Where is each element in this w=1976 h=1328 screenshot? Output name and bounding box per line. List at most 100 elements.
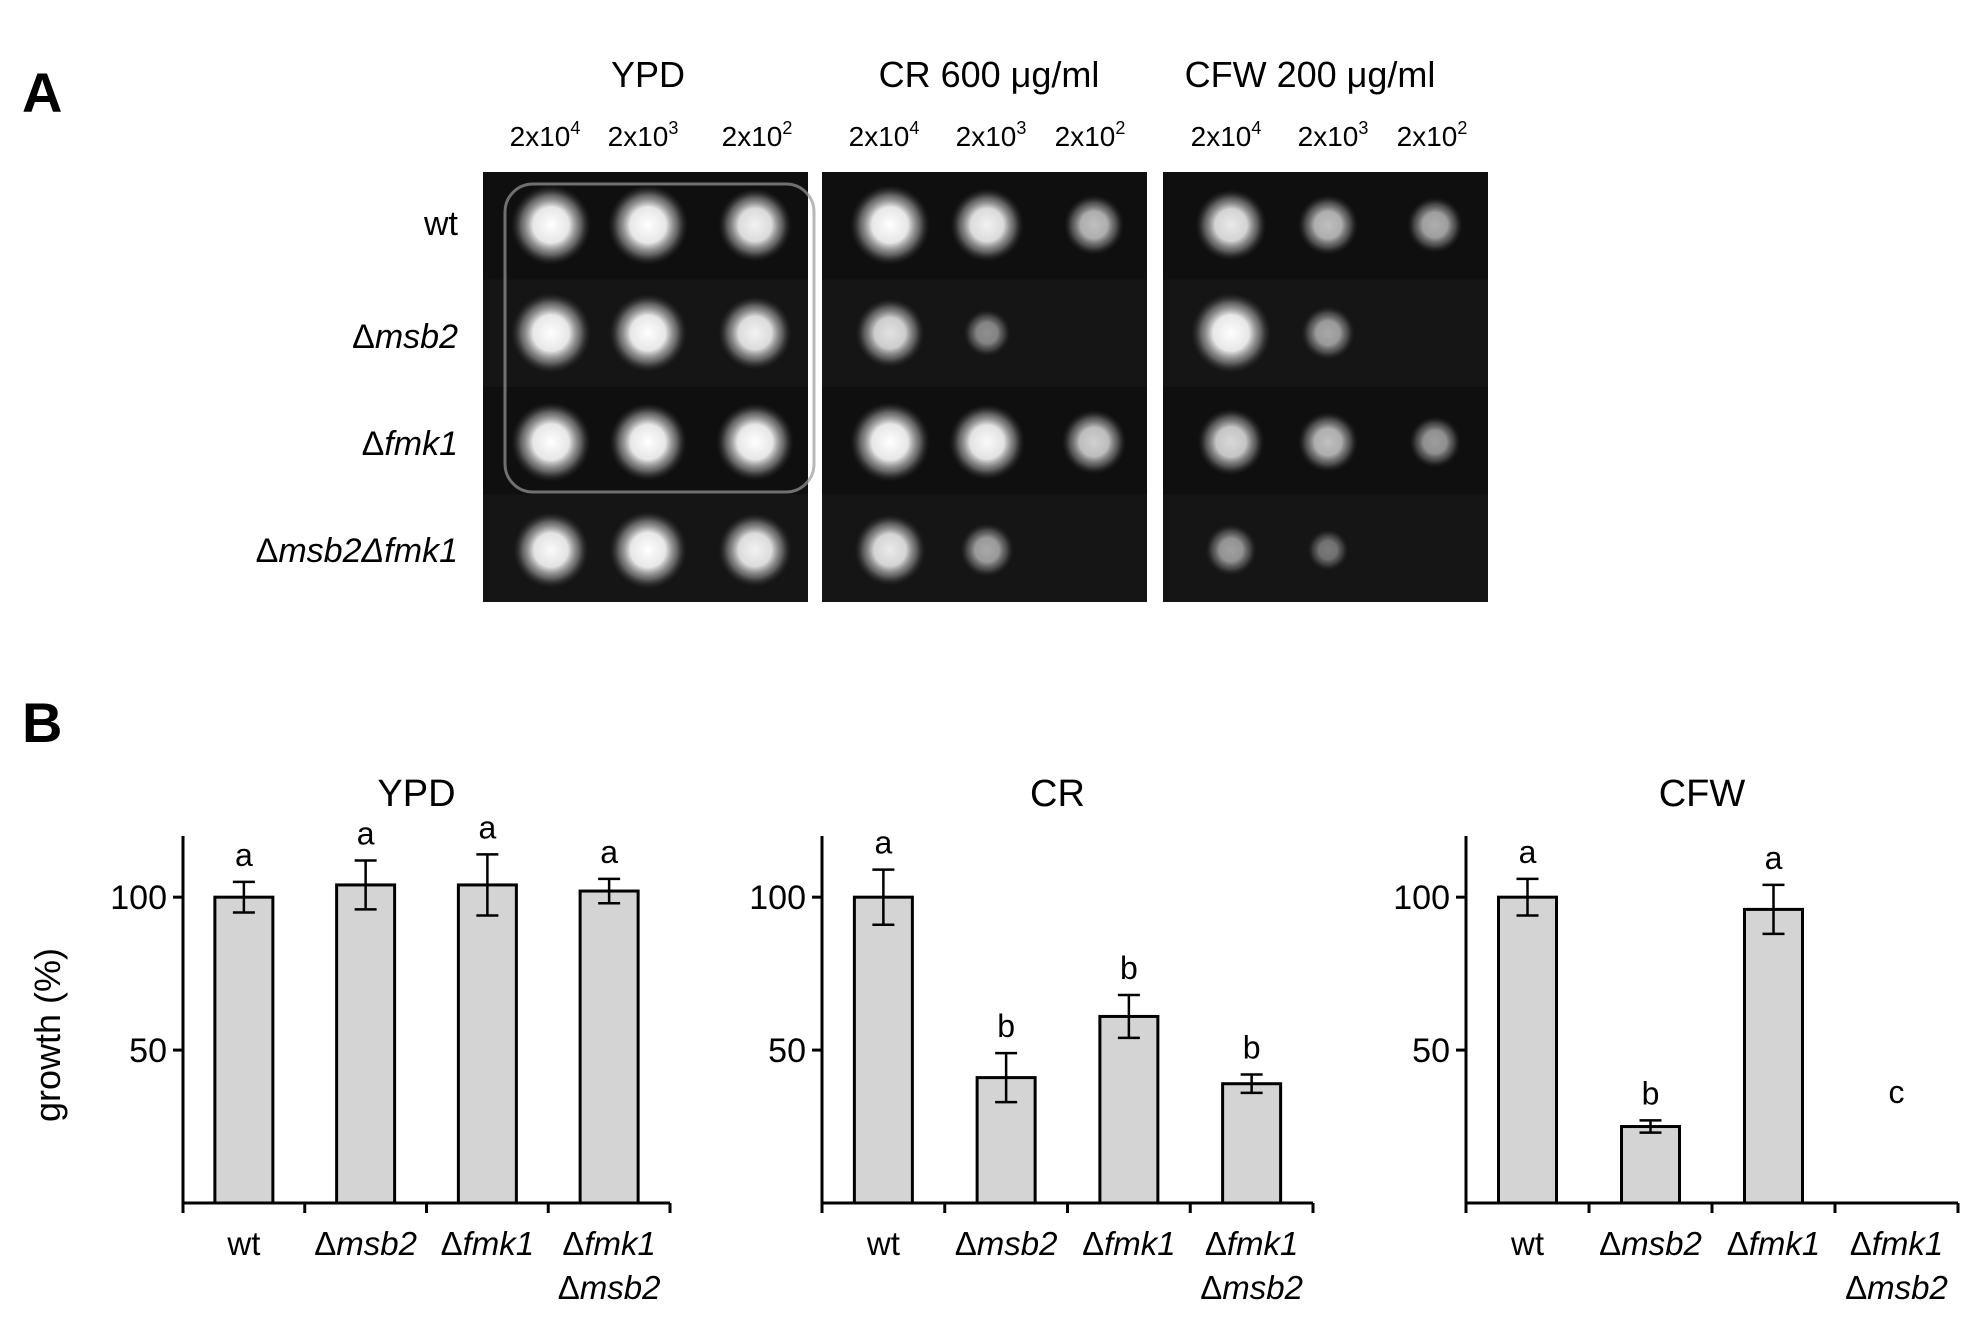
x-category-label: wt (226, 1225, 260, 1262)
x-category-label: Δmsb2 (314, 1225, 417, 1262)
dilution-label: 2x103 (608, 118, 679, 152)
bar (213, 895, 275, 1205)
colony-spot (854, 514, 926, 586)
dilution-label: 2x104 (1191, 118, 1262, 152)
condition-titles: YPD CR 600 μg/ml CFW 200 μg/ml (611, 54, 1435, 95)
bar (1620, 1125, 1681, 1205)
colony-spot (949, 404, 1025, 480)
y-tick-label: 50 (129, 1032, 167, 1070)
bar (578, 889, 640, 1205)
significance-letter: a (1519, 834, 1537, 870)
condition-title: CFW 200 μg/ml (1185, 54, 1436, 95)
colony-spot (1407, 197, 1463, 253)
dilution-label: 2x103 (1298, 118, 1369, 152)
significance-letter: b (1642, 1075, 1660, 1111)
y-tick-label: 100 (1393, 879, 1450, 917)
significance-letter: b (1243, 1030, 1261, 1066)
colony-spot (511, 402, 591, 482)
x-category-label: Δfmk1 (1727, 1225, 1821, 1262)
x-category-label: Δmsb2 (1599, 1225, 1702, 1262)
significance-letter: a (600, 834, 618, 870)
chart-cr: CR 50 100 a wt b Δmsb2 b Δfmk1 b Δfmk1 Δmsb2 (749, 773, 1315, 1306)
y-tick-label: 100 (110, 879, 167, 917)
colony-spot (963, 309, 1011, 357)
y-tick-label: 100 (749, 879, 806, 917)
bar (1497, 895, 1558, 1205)
colony-spot (609, 403, 687, 481)
strain-label: Δmsb2 (352, 318, 458, 356)
bar (456, 883, 518, 1205)
x-category-label: Δfmk1 Δmsb2 (558, 1225, 661, 1306)
colony-spot (511, 185, 591, 265)
x-category-label: wt (866, 1225, 900, 1262)
dilution-label: 2x102 (1397, 118, 1468, 152)
colony-spot (1061, 409, 1127, 475)
bar (852, 895, 914, 1205)
colony-spot (1195, 189, 1267, 261)
x-category-label: Δmsb2 (955, 1225, 1058, 1262)
panel-b: B growth (%) YPD 50 100 a wt a Δmsb2 a Δfmk1 a Δfm… (22, 691, 1960, 1306)
colony-spot (850, 402, 930, 482)
dilution-label: 2x104 (849, 118, 920, 152)
dilution-label: 2x103 (956, 118, 1027, 152)
colony-spot (609, 294, 687, 372)
dilution-label: 2x102 (1055, 118, 1126, 152)
x-category-label: Δfmk1 Δmsb2 (1200, 1225, 1303, 1306)
condition-title: YPD (611, 54, 685, 95)
x-category-label: wt (1510, 1225, 1544, 1262)
strain-label: Δmsb2Δfmk1 (256, 532, 458, 570)
significance-letter: a (478, 809, 496, 845)
x-category-label: Δfmk1 (1082, 1225, 1176, 1262)
dilution-label: 2x102 (722, 118, 793, 152)
x-category-label: Δfmk1 Δmsb2 (1845, 1225, 1948, 1306)
colony-spot (950, 188, 1024, 262)
chart-title: CFW (1659, 773, 1746, 815)
chart-ypd: YPD 50 100 a wt a Δmsb2 a Δfmk1 a Δfmk1 Δmsb2 (110, 773, 672, 1306)
colony-spot (608, 185, 688, 265)
x-category-label: Δfmk1 (441, 1225, 535, 1262)
colony-spot (718, 513, 792, 587)
colony-spot (1297, 411, 1359, 473)
colony-spot (511, 293, 591, 373)
colony-spot (1307, 529, 1349, 571)
colony-spot (718, 188, 792, 262)
colony-spot (1191, 293, 1271, 373)
plate-3 (1163, 172, 1488, 602)
significance-letter: b (997, 1008, 1015, 1044)
y-axis-label: growth (%) (27, 948, 68, 1122)
panel-b-label: B (22, 691, 62, 754)
colony-spot (1297, 194, 1359, 256)
plate-images (483, 172, 1488, 602)
chart-title: YPD (377, 773, 455, 815)
colony-spot (609, 511, 687, 589)
significance-letter: a (1765, 840, 1783, 876)
panel-a-label: A (22, 61, 62, 124)
significance-letter: c (1889, 1074, 1905, 1110)
chart-title: CR (1030, 773, 1085, 815)
bar (1743, 907, 1804, 1205)
colony-spot (1197, 408, 1265, 476)
significance-letter: a (874, 825, 892, 861)
significance-letter: a (235, 837, 253, 873)
plate-1 (483, 172, 816, 602)
colony-spot (716, 403, 794, 481)
chart-cfw: CFW 50 100 a wt b Δmsb2 a Δfmk1 c Δfmk1 Δmsb2 (1393, 773, 1960, 1306)
y-tick-label: 50 (768, 1032, 806, 1070)
petri-dish-edge (503, 182, 816, 494)
significance-letter: b (1120, 950, 1138, 986)
strain-label: Δfmk1 (362, 425, 458, 463)
colony-spot (855, 298, 925, 368)
condition-title: CR 600 μg/ml (879, 54, 1100, 95)
strain-label: wt (423, 205, 459, 243)
significance-letter: a (357, 815, 375, 851)
y-tick-label: 50 (1412, 1032, 1450, 1070)
colony-spot (1205, 524, 1257, 576)
plate-2 (822, 172, 1147, 602)
colony-spot (513, 512, 589, 588)
bar (1221, 1082, 1283, 1205)
bar (1098, 1014, 1160, 1205)
colony-spot (1409, 416, 1461, 468)
bar (335, 883, 397, 1205)
